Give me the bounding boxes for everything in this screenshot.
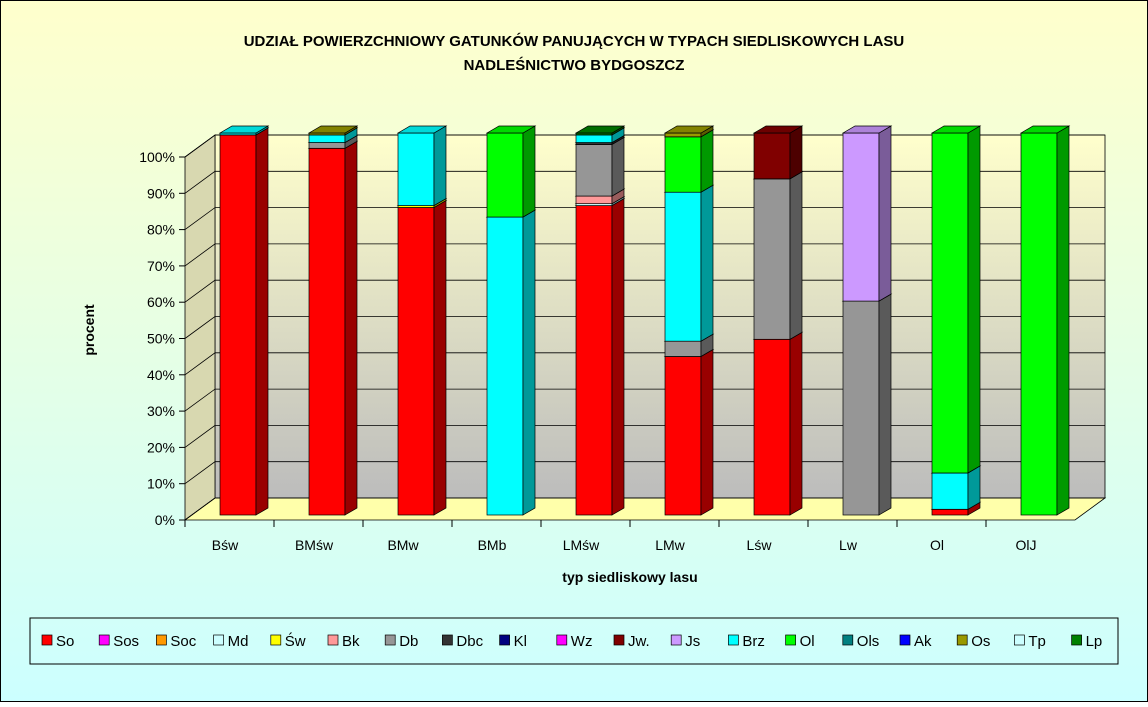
legend-label: Tp	[1028, 633, 1046, 650]
legend-swatch	[1014, 634, 1025, 646]
grid-line	[184, 461, 1105, 485]
bar-segment	[396, 199, 448, 516]
legend-label: Js	[685, 633, 700, 650]
y-tick-label: 0%	[155, 512, 175, 528]
legend-swatch	[842, 634, 854, 646]
legend-swatch	[613, 634, 625, 646]
bar-segment	[218, 127, 270, 516]
grid-line	[184, 243, 1105, 267]
bar-segment	[574, 197, 626, 516]
bar-segment	[218, 125, 270, 136]
bar-segment	[752, 171, 804, 340]
legend-swatch	[899, 634, 911, 646]
grid-line	[184, 207, 1105, 230]
legend-label: Kl	[514, 633, 527, 650]
y-tick-label: 50%	[147, 331, 175, 347]
legend-label: So	[56, 633, 74, 650]
legend-label: Bk	[342, 633, 360, 650]
legend-label: Db	[399, 633, 418, 650]
x-tick-label: LMw	[655, 537, 685, 553]
legend-label: Ols	[857, 633, 880, 650]
y-tick-label: 90%	[147, 185, 175, 201]
legend-swatch	[728, 634, 739, 646]
legend-swatch	[98, 634, 110, 646]
chart-subtitle: NADLEŚNICTWO BYDGOSZCZ	[464, 56, 685, 74]
legend-label: Dbc	[456, 633, 483, 650]
legend-label: Ak	[914, 633, 932, 650]
legend-swatch	[785, 634, 796, 646]
bar-segment	[574, 136, 626, 197]
x-tick-label: BMśw	[295, 537, 334, 553]
grid-line	[184, 388, 1105, 412]
x-tick-label: Lśw	[747, 537, 773, 553]
grid-line	[184, 170, 1105, 194]
legend-swatch	[327, 634, 339, 646]
bar-segment	[752, 331, 804, 516]
y-tick-label: 70%	[147, 258, 175, 274]
legend-swatch	[270, 634, 282, 646]
legend-label: Sos	[113, 633, 139, 650]
legend-swatch	[499, 634, 510, 646]
legend-label: Św	[285, 632, 306, 650]
bar-segment	[663, 348, 715, 516]
x-tick-label: OlJ	[1016, 537, 1037, 553]
bar-segment	[841, 125, 893, 302]
x-tick-label: Bśw	[212, 537, 239, 553]
legend-label: Os	[971, 633, 990, 650]
grid-line	[184, 316, 1105, 339]
legend-swatch	[442, 634, 453, 646]
y-tick-label: 30%	[147, 403, 175, 419]
x-tick-label: LMśw	[563, 537, 600, 553]
legend-label: Md	[228, 633, 249, 650]
legend-label: Lp	[1086, 633, 1103, 650]
y-tick-label: 60%	[147, 294, 175, 310]
legend-swatch	[156, 634, 167, 646]
x-axis-label: typ siedliskowy lasu	[562, 569, 697, 585]
legend-label: Jw.	[628, 633, 650, 650]
y-axis-label: procent	[81, 304, 97, 356]
grid-line	[184, 424, 1105, 448]
x-tick-label: BMb	[478, 537, 507, 553]
bar-segment	[485, 125, 537, 218]
y-tick-label: 20%	[147, 439, 175, 455]
y-tick-label: 80%	[147, 222, 175, 238]
legend-swatch	[213, 634, 224, 646]
legend-swatch	[384, 634, 396, 646]
bar-segment	[1019, 125, 1071, 516]
bar-segment	[752, 125, 804, 180]
bar-segment	[663, 184, 715, 342]
y-tick-label: 10%	[147, 476, 175, 492]
bar-segment	[663, 129, 715, 193]
legend-label: Brz	[742, 633, 765, 650]
chart-title: UDZIAŁ POWIERZCHNIOWY GATUNKÓW PANUJĄCYC…	[244, 32, 905, 50]
x-tick-label: BMw	[387, 537, 419, 553]
legend-label: Soc	[170, 633, 196, 650]
bar-segment	[841, 293, 893, 516]
legend-swatch	[41, 634, 53, 646]
y-tick-label: 40%	[147, 367, 175, 383]
bar-segment	[307, 140, 359, 516]
grid-line	[184, 352, 1105, 376]
legend-swatch	[1071, 634, 1082, 646]
x-tick-label: Lw	[839, 537, 858, 553]
bar-segment	[485, 209, 537, 516]
grid-line	[184, 134, 1105, 158]
grid-line	[184, 279, 1105, 303]
legend-swatch	[956, 634, 968, 646]
legend-swatch	[556, 634, 568, 646]
bar-segment	[574, 125, 626, 136]
y-tick-label: 100%	[139, 149, 175, 165]
legend-box	[29, 617, 1119, 665]
bar-segment	[396, 125, 448, 207]
legend-swatch	[670, 634, 682, 646]
grid-line	[184, 497, 1105, 521]
legend-label: Ol	[800, 633, 815, 650]
bar-segment	[663, 125, 715, 138]
bar-segment	[930, 125, 982, 474]
x-tick-label: Ol	[930, 537, 944, 553]
legend-label: Wz	[571, 633, 593, 650]
bar-segment	[307, 125, 359, 136]
